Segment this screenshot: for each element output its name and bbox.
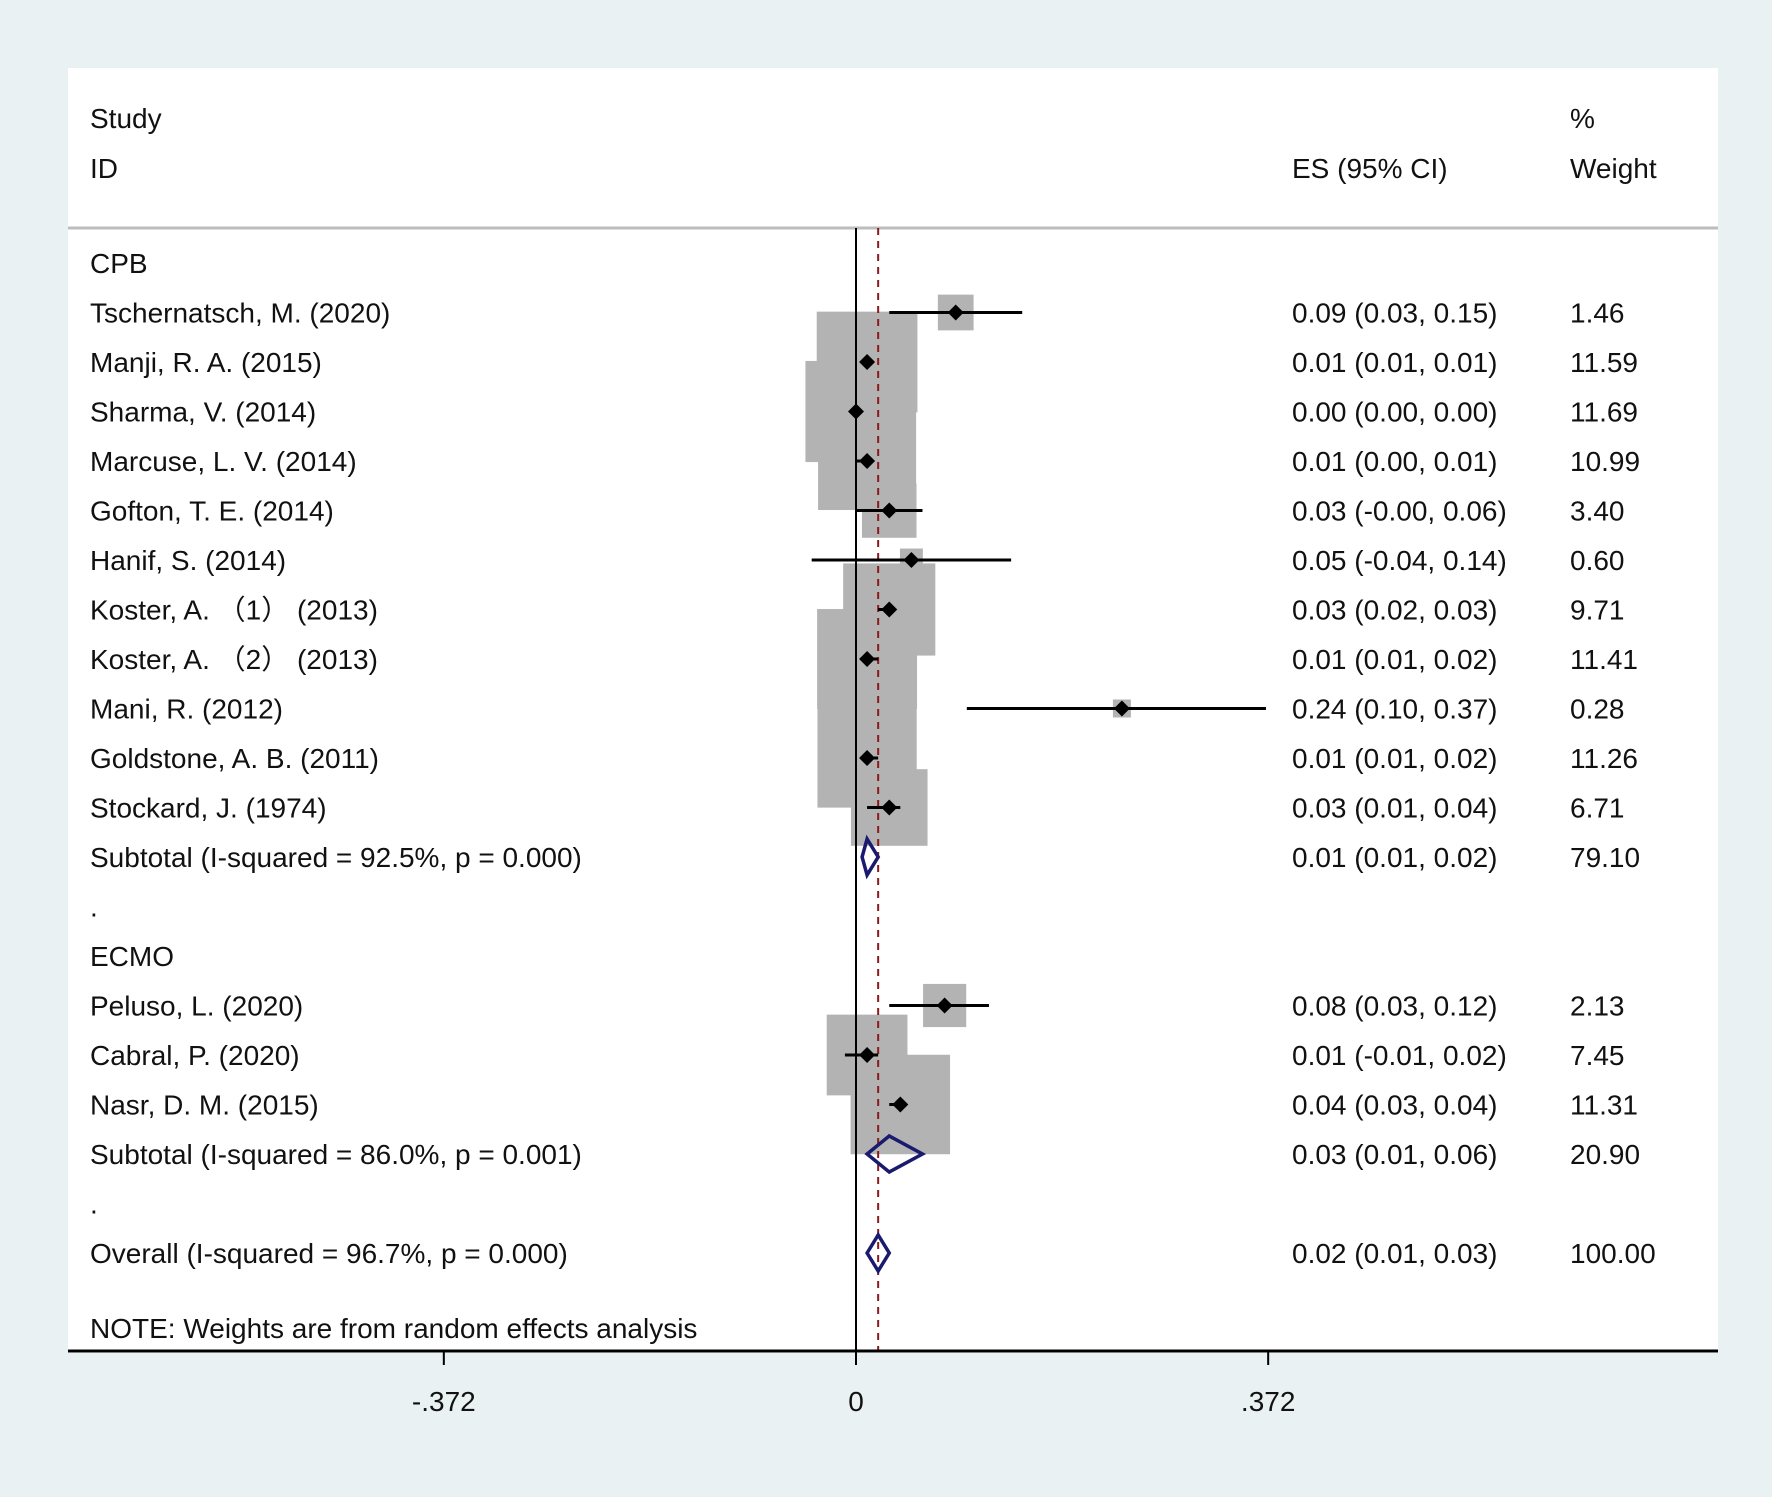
point-estimate [859, 651, 876, 667]
row-labels: CPB Tschernatsch, M. (2020) 0.09 (0.03, 0.… [90, 248, 1656, 1269]
x-tick-label: -.372 [412, 1386, 476, 1417]
overall-diamond [865, 1231, 892, 1275]
point-estimate [936, 997, 953, 1014]
row-spacer: . [90, 892, 98, 923]
study-label: Subtotal (I-squared = 86.0%, p = 0.001) [90, 1139, 582, 1170]
weight-label: 7.45 [1570, 1040, 1625, 1071]
es-ci-label: 0.03 (-0.00, 0.06) [1292, 496, 1507, 527]
study-label: Stockard, J. (1974) [90, 793, 327, 824]
study-label: Manji, R. A. (2015) [90, 347, 322, 378]
es-ci-label: 0.01 (-0.01, 0.02) [1292, 1040, 1507, 1071]
header-percent-label: % [1570, 103, 1595, 134]
weights-note: NOTE: Weights are from random effects an… [90, 1313, 697, 1344]
es-ci-label: 0.01 (0.00, 0.01) [1292, 446, 1497, 477]
subtotal-diamond [860, 834, 881, 880]
study-label: Hanif, S. (2014) [90, 545, 286, 576]
es-ci-label: 0.03 (0.02, 0.03) [1292, 595, 1497, 626]
x-tick-label: 0 [848, 1386, 864, 1417]
point-estimate [859, 354, 876, 370]
study-label: Koster, A. （1） (2013) [90, 595, 378, 626]
study-label: Marcuse, L. V. (2014) [90, 446, 357, 477]
study-label: Peluso, L. (2020) [90, 991, 303, 1022]
subtotal-diamond [864, 1133, 927, 1175]
es-ci-label: 0.01 (0.01, 0.02) [1292, 842, 1497, 873]
es-ci-label: 0.01 (0.01, 0.02) [1292, 644, 1497, 675]
study-label: Gofton, T. E. (2014) [90, 496, 334, 527]
weight-label: 2.13 [1570, 991, 1625, 1022]
estimate-marks [811, 304, 1266, 1275]
es-ci-label: 0.04 (0.03, 0.04) [1292, 1090, 1497, 1121]
point-estimate [1113, 700, 1130, 717]
point-estimate [881, 502, 898, 519]
es-ci-label: 0.24 (0.10, 0.37) [1292, 694, 1497, 725]
point-estimate [848, 403, 864, 420]
weight-label: 20.90 [1570, 1139, 1640, 1170]
study-label: Overall (I-squared = 96.7%, p = 0.000) [90, 1238, 568, 1269]
weight-label: 11.59 [1570, 347, 1638, 378]
point-estimate [881, 601, 898, 618]
weight-label: 11.41 [1570, 644, 1638, 675]
study-label: Nasr, D. M. (2015) [90, 1090, 319, 1121]
study-label: Subtotal (I-squared = 92.5%, p = 0.000) [90, 842, 582, 873]
study-label: Cabral, P. (2020) [90, 1040, 300, 1071]
study-label: Sharma, V. (2014) [90, 397, 316, 428]
x-axis-ticks: -.372 0 .372 [412, 1351, 1296, 1417]
group-label: ECMO [90, 941, 174, 972]
point-estimate [881, 799, 898, 816]
header-weight-label: Weight [1570, 153, 1657, 184]
study-label: Mani, R. (2012) [90, 694, 283, 725]
plot-panel: Study ID ES (95% CI) % Weight CPB Tschern… [68, 68, 1718, 1417]
weight-label: 9.71 [1570, 595, 1625, 626]
study-label: Goldstone, A. B. (2011) [90, 743, 379, 774]
weight-label: 11.26 [1570, 743, 1638, 774]
point-estimate [903, 552, 920, 568]
forest-plot: Study ID ES (95% CI) % Weight CPB Tschern… [68, 103, 1718, 1417]
es-ci-label: 0.08 (0.03, 0.12) [1292, 991, 1497, 1022]
weight-label: 1.46 [1570, 298, 1625, 329]
study-label: Koster, A. （2） (2013) [90, 644, 378, 675]
es-ci-label: 0.02 (0.01, 0.03) [1292, 1238, 1497, 1269]
es-ci-label: 0.05 (-0.04, 0.14) [1292, 545, 1507, 576]
weight-label: 3.40 [1570, 496, 1625, 527]
weight-label: 0.60 [1570, 545, 1625, 576]
weight-label: 11.31 [1570, 1090, 1638, 1121]
weight-label: 6.71 [1570, 793, 1625, 824]
weight-label: 79.10 [1570, 842, 1640, 873]
point-estimate [859, 750, 876, 766]
es-ci-label: 0.01 (0.01, 0.02) [1292, 743, 1497, 774]
es-ci-label: 0.00 (0.00, 0.00) [1292, 397, 1497, 428]
header-es-label: ES (95% CI) [1292, 153, 1448, 184]
point-estimate [859, 453, 876, 469]
es-ci-label: 0.03 (0.01, 0.06) [1292, 1139, 1497, 1170]
weight-label: 11.69 [1570, 397, 1638, 428]
weight-label: 0.28 [1570, 694, 1625, 725]
es-ci-label: 0.03 (0.01, 0.04) [1292, 793, 1497, 824]
point-estimate [892, 1096, 909, 1113]
weight-label: 10.99 [1570, 446, 1640, 477]
point-estimate [859, 1047, 876, 1063]
point-estimate [947, 304, 964, 321]
es-ci-label: 0.09 (0.03, 0.15) [1292, 298, 1497, 329]
es-ci-label: 0.01 (0.01, 0.01) [1292, 347, 1497, 378]
weight-label: 100.00 [1570, 1238, 1656, 1269]
header-study-label: Study [90, 103, 162, 134]
study-label: Tschernatsch, M. (2020) [90, 298, 390, 329]
x-tick-label: .372 [1241, 1386, 1296, 1417]
weight-boxes [805, 294, 1131, 1155]
row-spacer: . [90, 1189, 98, 1220]
header-id-label: ID [90, 153, 118, 184]
group-label: CPB [90, 248, 148, 279]
